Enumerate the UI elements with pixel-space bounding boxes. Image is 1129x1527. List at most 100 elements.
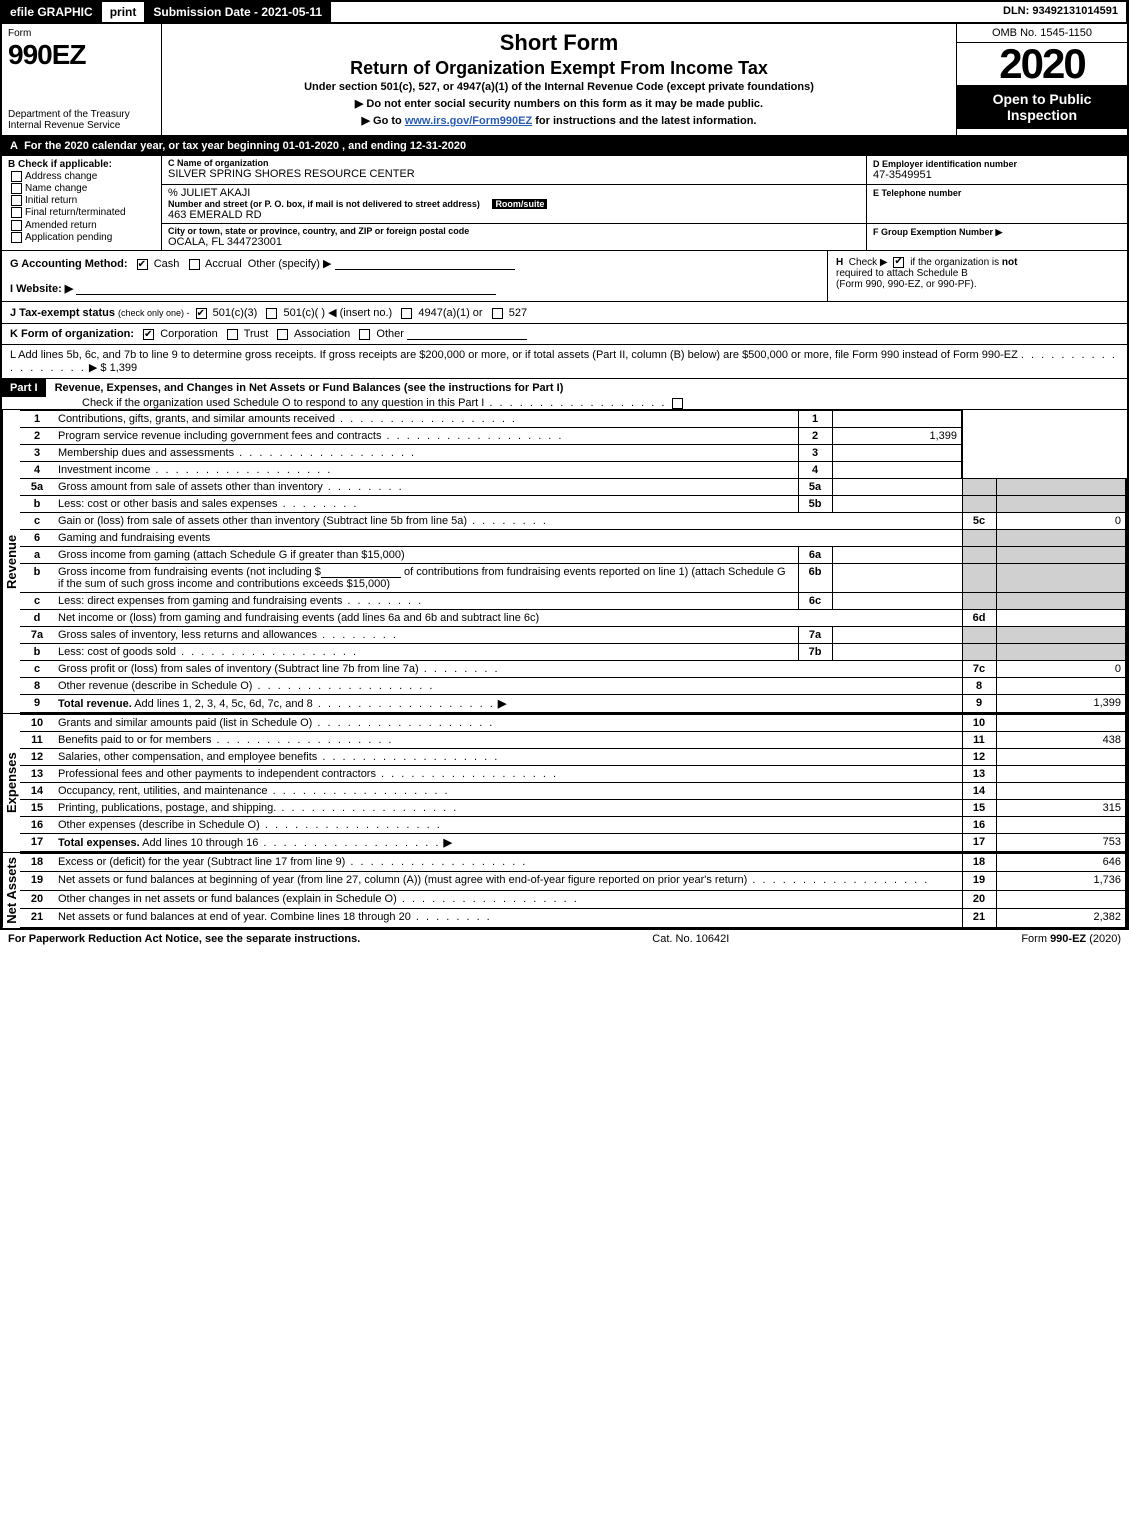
top-bar: efile GRAPHIC print Submission Date - 20… xyxy=(0,0,1129,22)
i-website-label: I Website: ▶ xyxy=(10,283,73,295)
topbar-spacer xyxy=(331,2,995,22)
line-6a: aGross income from gaming (attach Schedu… xyxy=(20,547,1126,564)
row-a-tax-year: A For the 2020 calendar year, or tax yea… xyxy=(0,137,1129,156)
other-org-line[interactable] xyxy=(407,328,527,340)
line-16: 16Other expenses (describe in Schedule O… xyxy=(20,817,1126,834)
line-12: 12Salaries, other compensation, and empl… xyxy=(20,749,1126,766)
chk-527[interactable] xyxy=(492,308,503,319)
header-mid: Short Form Return of Organization Exempt… xyxy=(162,24,957,135)
k-form-org: K Form of organization: Corporation Trus… xyxy=(0,324,1129,345)
chk-trust[interactable] xyxy=(227,329,238,340)
chk-amended-return[interactable]: Amended return xyxy=(8,220,155,231)
col-b-checkboxes: B Check if applicable: Address change Na… xyxy=(2,156,162,250)
part-i-header-row: Part I Revenue, Expenses, and Changes in… xyxy=(0,379,1129,410)
right-col-def: D Employer identification number 47-3549… xyxy=(867,156,1127,184)
line-2: 2Program service revenue including gover… xyxy=(20,428,1126,445)
line-9: 9Total revenue. Add lines 1, 2, 3, 4, 5c… xyxy=(20,695,1126,713)
g-label: G Accounting Method: xyxy=(10,258,128,270)
l-gross-receipts: L Add lines 5b, 6c, and 7b to line 9 to … xyxy=(0,345,1129,379)
line-8: 8Other revenue (describe in Schedule O)8 xyxy=(20,678,1126,695)
entity-block: B Check if applicable: Address change Na… xyxy=(0,156,1129,251)
line-15: 15Printing, publications, postage, and s… xyxy=(20,800,1126,817)
goto-post: for instructions and the latest informat… xyxy=(532,115,756,127)
footer-left: For Paperwork Reduction Act Notice, see … xyxy=(8,933,360,945)
city-block: City or town, state or province, country… xyxy=(162,224,867,250)
line-14: 14Occupancy, rent, utilities, and mainte… xyxy=(20,783,1126,800)
dept-line2: Internal Revenue Service xyxy=(8,120,120,131)
line-4: 4Investment income4 xyxy=(20,462,1126,479)
dept-treasury: Department of the Treasury Internal Reve… xyxy=(8,109,155,131)
col-cde: C Name of organization SILVER SPRING SHO… xyxy=(162,156,1127,250)
title-return: Return of Organization Exempt From Incom… xyxy=(172,58,946,79)
gh-row: G Accounting Method: Cash Accrual Other … xyxy=(0,251,1129,302)
netassets-section: Net Assets 18Excess or (deficit) for the… xyxy=(0,853,1129,930)
e-phone-cell: E Telephone number xyxy=(867,185,1127,223)
line-21: 21Net assets or fund balances at end of … xyxy=(20,909,1126,927)
chk-cash[interactable] xyxy=(137,259,148,270)
chk-address-change[interactable]: Address change xyxy=(8,171,155,182)
footer-right: Form 990-EZ (2020) xyxy=(1021,933,1121,945)
chk-501c[interactable] xyxy=(266,308,277,319)
line-5a: 5aGross amount from sale of assets other… xyxy=(20,479,1126,496)
other-specify-line[interactable] xyxy=(335,258,515,270)
header-right: OMB No. 1545-1150 2020 Open to Public In… xyxy=(957,24,1127,135)
city-value: OCALA, FL 344723001 xyxy=(168,236,860,248)
expenses-vlabel: Expenses xyxy=(2,714,20,852)
expenses-table: 10Grants and similar amounts paid (list … xyxy=(20,714,1127,852)
city-label: City or town, state or province, country… xyxy=(168,226,860,236)
line-11: 11Benefits paid to or for members11438 xyxy=(20,732,1126,749)
l-amount: ▶ $ 1,399 xyxy=(89,362,137,374)
goto-pre: ▶ Go to xyxy=(362,115,405,127)
org-name: SILVER SPRING SHORES RESOURCE CENTER xyxy=(168,168,860,180)
line-1: 1Contributions, gifts, grants, and simil… xyxy=(20,411,1126,428)
netassets-vlabel: Net Assets xyxy=(2,853,20,928)
footer-cat: Cat. No. 10642I xyxy=(652,933,729,945)
care-of: % JULIET AKAJI xyxy=(168,187,860,199)
line-13: 13Professional fees and other payments t… xyxy=(20,766,1126,783)
tax-year: 2020 xyxy=(957,43,1127,85)
dln: DLN: 93492131014591 xyxy=(995,2,1127,22)
line-6: 6Gaming and fundraising events xyxy=(20,530,1126,547)
chk-corporation[interactable] xyxy=(143,329,154,340)
chk-schedule-b[interactable] xyxy=(893,257,904,268)
line-7b: bLess: cost of goods sold7b xyxy=(20,644,1126,661)
line-6c: cLess: direct expenses from gaming and f… xyxy=(20,593,1126,610)
chk-accrual[interactable] xyxy=(189,259,200,270)
revenue-table: 1Contributions, gifts, grants, and simil… xyxy=(20,410,1127,713)
chk-association[interactable] xyxy=(277,329,288,340)
chk-schedule-o[interactable] xyxy=(672,398,683,409)
tax-year-text: For the 2020 calendar year, or tax year … xyxy=(24,140,466,152)
chk-other-org[interactable] xyxy=(359,329,370,340)
chk-final-return[interactable]: Final return/terminated xyxy=(8,207,155,218)
care-of-block: % JULIET AKAJI Number and street (or P. … xyxy=(162,185,867,223)
subtitle: Under section 501(c), 527, or 4947(a)(1)… xyxy=(172,81,946,93)
part-i-title: Revenue, Expenses, and Changes in Net As… xyxy=(49,379,570,397)
chk-initial-return[interactable]: Initial return xyxy=(8,195,155,206)
revenue-section: Revenue 1Contributions, gifts, grants, a… xyxy=(0,410,1129,714)
irs-link[interactable]: www.irs.gov/Form990EZ xyxy=(405,115,532,127)
org-name-block: C Name of organization SILVER SPRING SHO… xyxy=(162,156,867,184)
c-label: C Name of organization xyxy=(168,158,860,168)
title-short-form: Short Form xyxy=(172,30,946,56)
e-label: E Telephone number xyxy=(873,188,1121,198)
line-3: 3Membership dues and assessments3 xyxy=(20,445,1126,462)
line-6d: dNet income or (loss) from gaming and fu… xyxy=(20,610,1126,627)
f-group-cell: F Group Exemption Number ▶ xyxy=(867,224,1127,250)
h-schedule-b: H Check ▶ if the organization is not req… xyxy=(827,251,1127,301)
b-header: B Check if applicable: xyxy=(8,159,155,170)
d-ein-cell: D Employer identification number 47-3549… xyxy=(867,156,1127,184)
chk-501c3[interactable] xyxy=(196,308,207,319)
f-label: F Group Exemption Number ▶ xyxy=(873,227,1121,238)
website-line[interactable] xyxy=(76,283,496,295)
dept-line1: Department of the Treasury xyxy=(8,109,130,120)
print-button[interactable]: print xyxy=(102,2,146,22)
part-i-check-text: Check if the organization used Schedule … xyxy=(2,397,484,409)
form-header: Form 990EZ Department of the Treasury In… xyxy=(0,22,1129,137)
chk-application-pending[interactable]: Application pending xyxy=(8,232,155,243)
chk-name-change[interactable]: Name change xyxy=(8,183,155,194)
line-6b: bGross income from fundraising events (n… xyxy=(20,564,1126,593)
line-5c: cGain or (loss) from sale of assets othe… xyxy=(20,513,1126,530)
line-10: 10Grants and similar amounts paid (list … xyxy=(20,715,1126,732)
j-tax-exempt: J Tax-exempt status (check only one) - 5… xyxy=(0,302,1129,324)
chk-4947[interactable] xyxy=(401,308,412,319)
